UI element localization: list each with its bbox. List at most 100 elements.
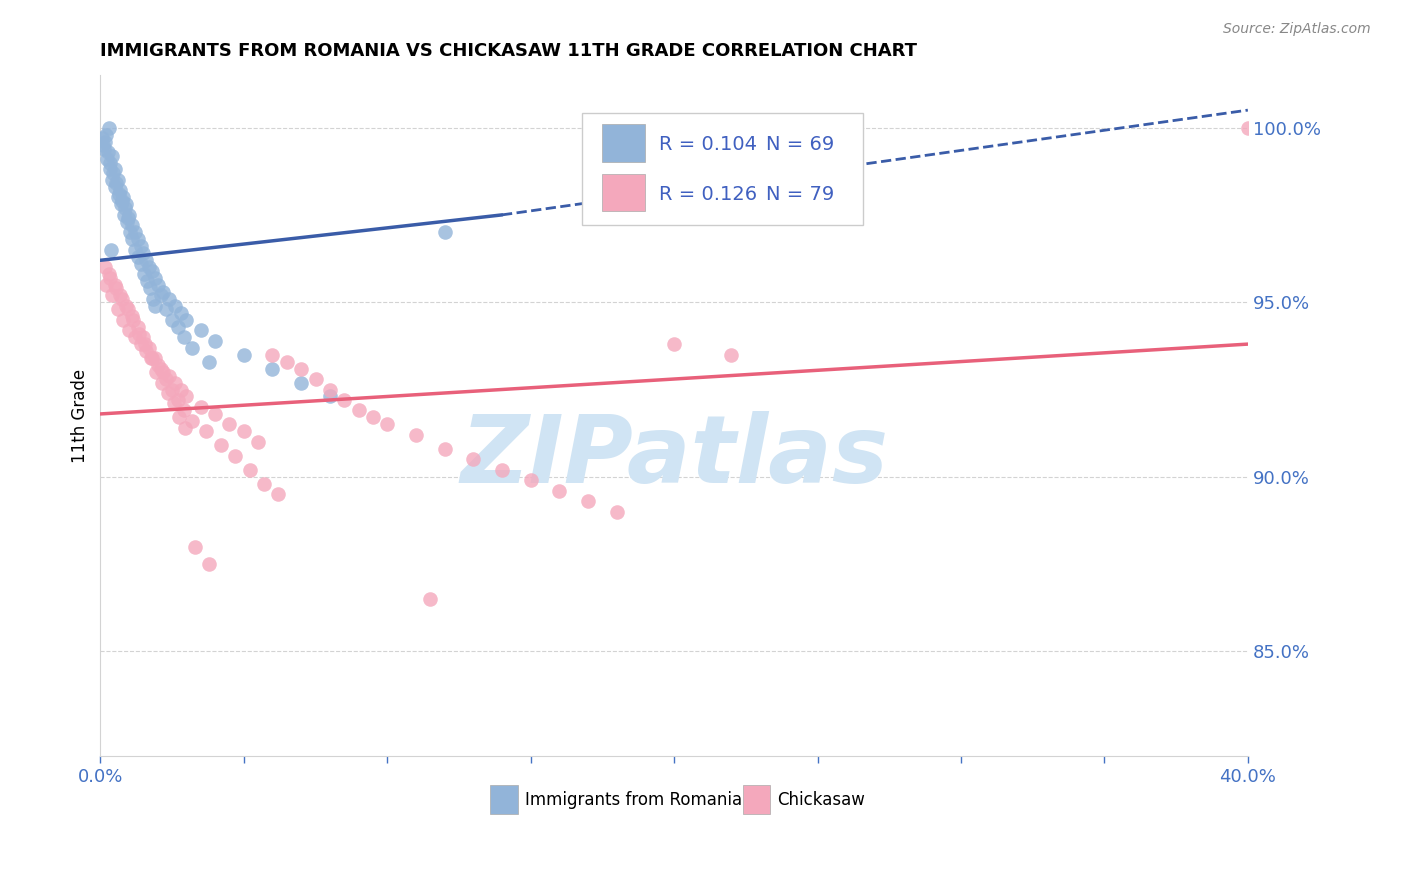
Point [319,383,342,397]
Point [110,197,132,211]
Point [97,267,120,281]
Point [143,351,166,365]
Point [96,145,118,159]
Point [166,319,188,334]
Point [149,288,172,302]
Point [224,449,246,463]
Point [662,337,685,351]
Point [253,476,276,491]
Point [97,120,120,135]
Point [170,383,193,397]
Point [405,428,427,442]
Point [262,348,284,362]
Point [90,131,112,145]
Point [163,299,186,313]
Point [94,277,117,292]
Text: Source: ZipAtlas.com: Source: ZipAtlas.com [1223,22,1371,37]
Point [157,292,180,306]
Point [174,421,197,435]
Point [101,288,124,302]
Point [112,312,135,326]
Point [127,250,149,264]
Point [163,376,186,390]
Point [115,197,138,211]
Point [170,306,193,320]
Bar [742,786,770,814]
Point [145,365,167,379]
Point [142,292,165,306]
Point [160,383,183,397]
Point [129,337,152,351]
Point [101,173,124,187]
Point [110,184,132,198]
Point [319,389,342,403]
Point [127,319,149,334]
Point [548,483,571,498]
Point [115,215,138,229]
Point [150,376,173,390]
Point [491,463,513,477]
Point [115,299,138,313]
Point [190,400,212,414]
Y-axis label: 11th Grade: 11th Grade [72,368,89,463]
Point [103,166,125,180]
Point [105,177,128,191]
Point [101,148,124,162]
Point [135,274,157,288]
Point [104,180,127,194]
Point [118,225,141,239]
Point [209,438,232,452]
Text: Immigrants from Romania: Immigrants from Romania [524,791,742,809]
Point [132,267,155,281]
Point [114,201,136,215]
Point [141,351,163,365]
Point [576,494,599,508]
Point [290,376,312,390]
Point [181,341,204,355]
Point [128,326,150,341]
Text: Chickasaw: Chickasaw [778,791,865,809]
Point [204,334,226,348]
Text: R = 0.104: R = 0.104 [659,136,758,154]
Point [152,365,174,379]
Point [198,354,221,368]
Point [155,302,177,317]
Point [104,277,127,292]
Point [91,138,114,153]
Point [204,407,226,421]
Point [122,312,145,326]
Point [94,128,117,142]
Point [121,232,143,246]
Point [107,302,129,317]
Point [111,194,134,208]
Point [218,417,240,432]
Point [93,135,115,149]
Point [124,225,146,239]
Point [149,361,172,376]
Point [135,253,157,268]
Point [160,312,183,326]
Point [156,386,179,401]
Point [139,351,162,365]
Point [96,152,118,166]
Point [433,442,456,456]
Point [100,270,122,285]
Point [138,341,160,355]
Text: N = 79: N = 79 [766,185,834,204]
Point [198,557,221,571]
Point [121,219,143,233]
Point [132,246,155,260]
Point [100,155,122,169]
Point [132,330,155,344]
Text: ZIPatlas: ZIPatlas [460,410,889,502]
Point [107,190,129,204]
Point [112,190,135,204]
Point [117,211,139,226]
Point [135,344,157,359]
Point [141,264,163,278]
Point [111,292,134,306]
Point [117,302,139,317]
Point [112,208,135,222]
Text: R = 0.126: R = 0.126 [659,185,758,204]
Point [155,372,177,386]
